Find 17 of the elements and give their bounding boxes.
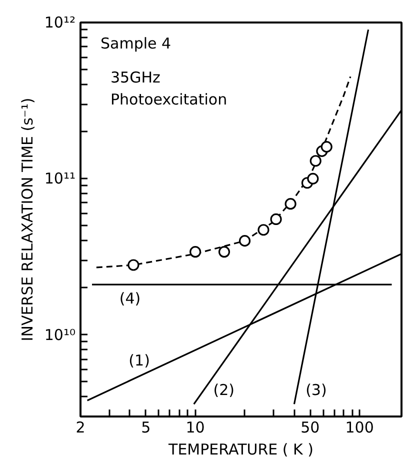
y-axis-title: INVERSE RELAXATION TIME (s⁻¹) xyxy=(18,98,36,342)
series-label: (1) xyxy=(128,351,150,370)
y-tick-label: 10¹² xyxy=(44,14,76,32)
annotation: Photoexcitation xyxy=(110,90,228,108)
x-tick-label: 10 xyxy=(186,418,205,436)
y-tick-label: 10¹¹ xyxy=(44,170,76,188)
x-axis-title: TEMPERATURE ( K ) xyxy=(168,440,314,458)
annotation: 35GHz xyxy=(110,68,160,86)
series-label: (3) xyxy=(306,381,327,400)
x-tick-label: 5 xyxy=(141,418,151,436)
series-label: (4) xyxy=(119,290,141,308)
y-tick-label: 10¹⁰ xyxy=(44,326,76,344)
annotation: Sample 4 xyxy=(100,34,172,52)
x-tick-label: 100 xyxy=(345,418,374,436)
x-tick-label: 50 xyxy=(300,418,320,436)
x-tick-label: 2 xyxy=(76,418,86,436)
series-label: (2) xyxy=(213,381,234,400)
